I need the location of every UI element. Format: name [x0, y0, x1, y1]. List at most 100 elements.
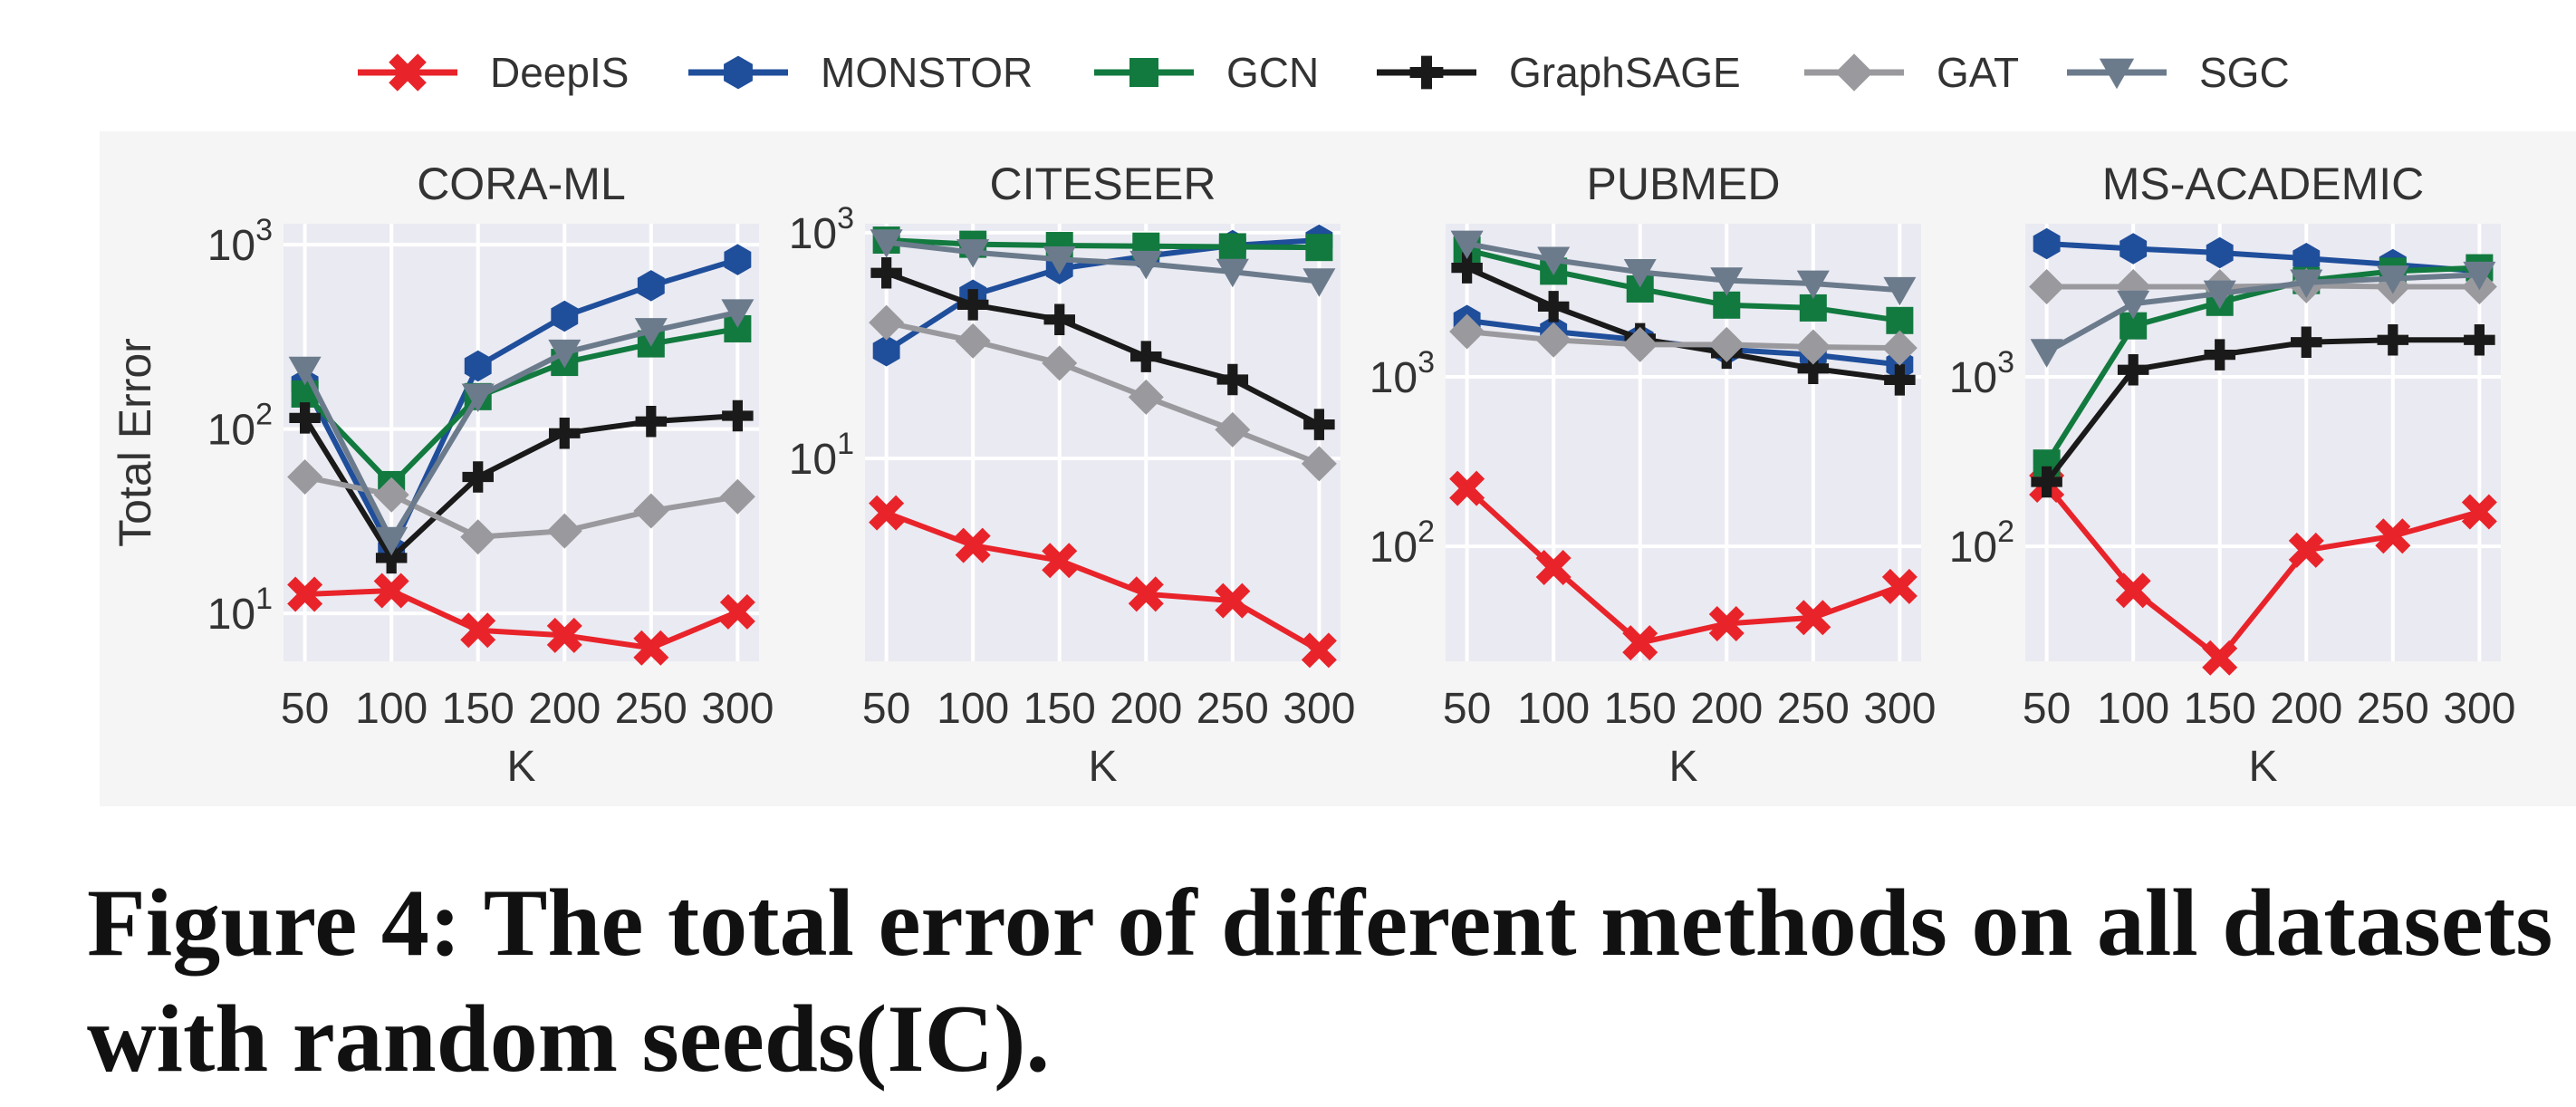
data-point — [1301, 632, 1337, 669]
data-point — [2204, 339, 2235, 371]
data-point — [2033, 227, 2061, 260]
data-point — [1450, 230, 1484, 260]
x-axis-label: K — [1668, 743, 1697, 791]
x-tick-label: 50 — [862, 685, 910, 733]
legend-item-monstor: MONSTOR — [688, 49, 1033, 96]
figure-caption: Figure 4: The total error of different m… — [87, 870, 2553, 1092]
x-tick-label: 150 — [1024, 685, 1096, 733]
data-point — [1795, 329, 1831, 365]
legend-marker — [389, 53, 427, 91]
data-point — [1042, 543, 1078, 579]
series-line — [303, 326, 738, 487]
data-point — [287, 459, 323, 496]
data-point — [1713, 291, 1741, 319]
data-point — [2291, 326, 2322, 359]
y-tick-label: 102 — [1949, 515, 2014, 572]
x-tick-label: 100 — [937, 685, 1009, 733]
data-point — [721, 299, 755, 328]
legend-label: GraphSAGE — [1509, 49, 1741, 96]
y-tick-label: 102 — [207, 398, 273, 455]
data-point — [1218, 233, 1246, 261]
data-point — [2029, 269, 2065, 305]
data-point — [1215, 411, 1251, 448]
x-tick-label: 100 — [2097, 685, 2169, 733]
x-tick-label: 200 — [528, 685, 601, 733]
data-point — [637, 270, 665, 302]
chart-panels: CORA-ML 50 100 150 200 250 300 K 101 102 103 Total … — [100, 131, 2576, 806]
data-point — [1449, 313, 1485, 350]
data-point — [373, 476, 409, 513]
data-point — [2292, 242, 2321, 274]
data-point — [287, 576, 323, 612]
data-point — [633, 630, 669, 666]
data-point — [2375, 518, 2411, 554]
data-point — [2119, 233, 2148, 265]
series-deepis — [869, 495, 1337, 669]
x-tick-label: 250 — [1197, 685, 1269, 733]
x-tick-label: 50 — [1443, 685, 1491, 733]
data-point — [1535, 322, 1572, 358]
data-point — [551, 300, 579, 332]
data-point — [1537, 246, 1571, 275]
data-point — [1710, 267, 1744, 296]
legend-item-gcn: GCN — [1094, 49, 1319, 96]
y-tick-label: 101 — [207, 582, 273, 639]
x-tick-label: 50 — [2023, 685, 2071, 733]
panel-title: CITESEER — [989, 159, 1216, 209]
data-point — [956, 239, 990, 268]
legend-item-sgc: SGC — [2067, 49, 2290, 96]
data-point — [1883, 276, 1917, 306]
x-tick-label: 100 — [355, 685, 428, 733]
panel-cora-ml: CORA-ML 50 100 150 200 250 300 K 101 102 103 Total … — [100, 131, 790, 806]
data-point — [869, 495, 905, 531]
series-line — [885, 270, 1321, 428]
series-deepis — [1449, 470, 1918, 661]
data-point — [1796, 270, 1830, 300]
data-point — [462, 461, 494, 493]
data-point — [2202, 640, 2238, 676]
data-point — [955, 527, 991, 563]
plot-area — [2025, 224, 2501, 661]
data-point — [2031, 466, 2062, 498]
legend-label: GAT — [1937, 49, 2019, 96]
data-point — [722, 399, 754, 432]
data-point — [460, 612, 496, 649]
data-point — [956, 289, 989, 321]
y-tick-label: 103 — [1370, 345, 1435, 402]
x-tick-label: 200 — [2270, 685, 2342, 733]
data-point — [2288, 532, 2324, 568]
data-point — [461, 383, 495, 412]
data-point — [546, 617, 582, 653]
x-tick-label: 250 — [2357, 685, 2429, 733]
y-tick-label: 102 — [1370, 515, 1435, 572]
data-point — [1535, 550, 1572, 586]
data-point — [634, 318, 668, 347]
legend-marker — [724, 55, 753, 90]
data-point — [375, 526, 409, 556]
data-point — [633, 493, 669, 529]
data-point — [2376, 265, 2409, 294]
panel-citeseer: CITESEER 50 100 150 200 250 300 K 101 103 — [789, 131, 1370, 806]
data-point — [1623, 258, 1657, 288]
x-tick-label: 150 — [2184, 685, 2256, 733]
legend-marker — [1835, 53, 1873, 91]
x-tick-label: 200 — [1690, 685, 1763, 733]
x-tick-label: 250 — [1777, 685, 1850, 733]
data-point — [719, 593, 755, 630]
panel-title: MS-ACADEMIC — [2102, 159, 2425, 209]
x-tick-label: 100 — [1517, 685, 1590, 733]
data-point — [1301, 446, 1337, 482]
series-line — [304, 587, 739, 651]
data-point — [549, 417, 581, 449]
data-point — [2290, 269, 2323, 298]
data-point — [1303, 409, 1335, 440]
data-point — [1216, 258, 1249, 288]
data-point — [1886, 306, 1914, 334]
data-point — [724, 244, 752, 275]
legend-label: GCN — [1226, 49, 1319, 96]
data-point — [1708, 326, 1745, 362]
data-point — [955, 322, 991, 359]
legend-label: DeepIS — [490, 49, 629, 96]
data-point — [1881, 330, 1918, 366]
